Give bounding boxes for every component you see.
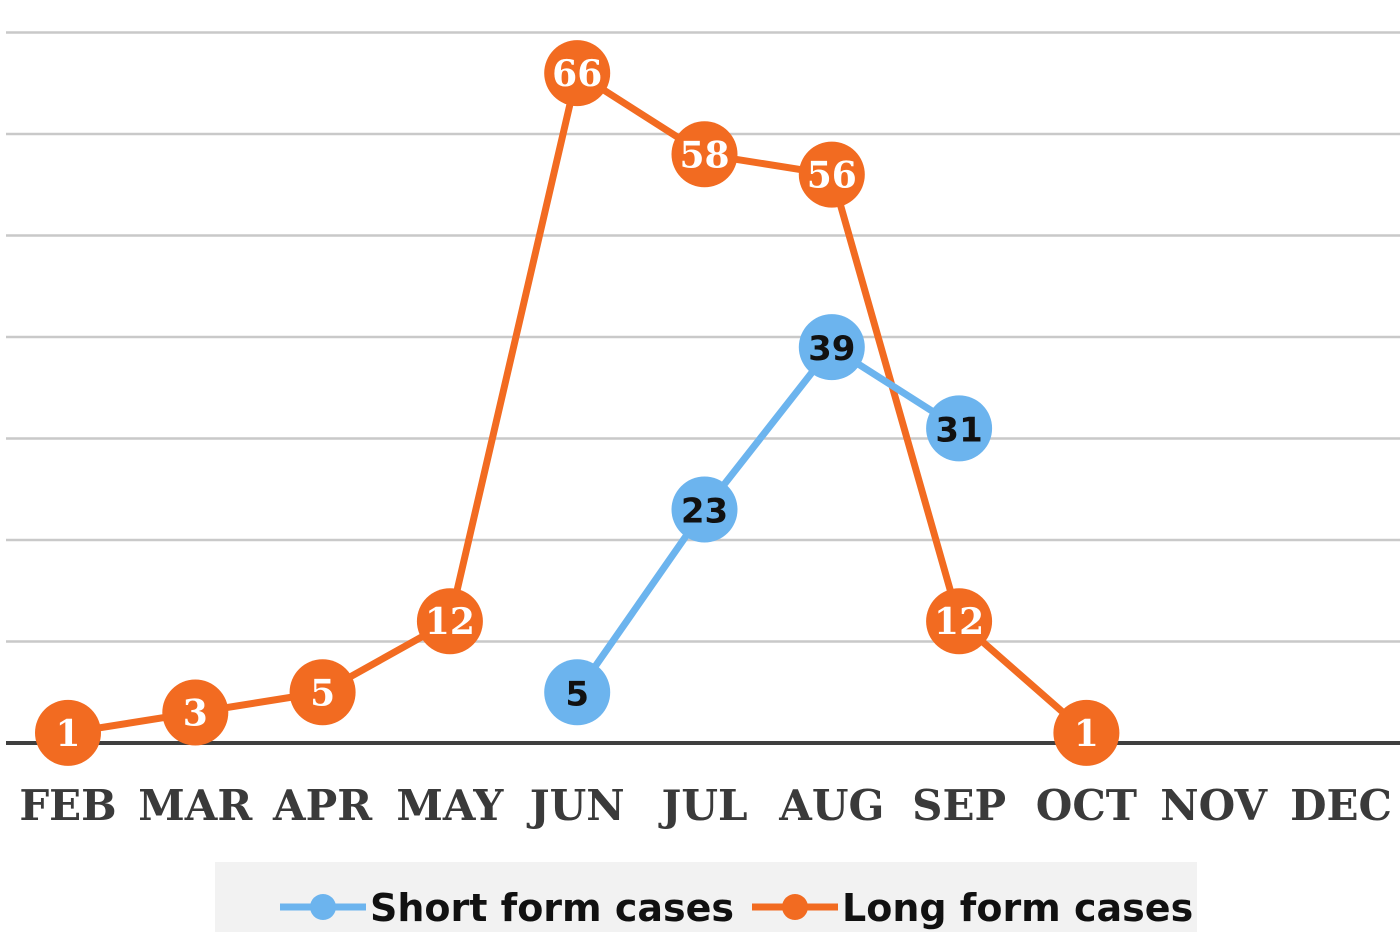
data-marker [162,679,229,746]
data-point: 12 [926,588,993,655]
legend: Short form cases Long form cases [215,862,1197,932]
data-label: 1 [55,713,80,755]
x-tick-label: JUN [526,781,625,830]
data-point: 12 [416,588,483,655]
data-marker [926,588,993,655]
data-point: 66 [544,40,611,107]
legend-label: Long form cases [842,886,1193,930]
data-label: 56 [807,155,857,197]
data-label: 39 [808,329,855,369]
data-point: 5 [544,659,611,726]
data-point: 39 [798,314,865,381]
x-tick-label: DEC [1290,781,1392,830]
data-point: 5 [289,659,356,726]
data-label: 31 [935,410,982,450]
legend-item: Long form cases [752,886,1193,930]
x-tick-label: APR [272,781,373,830]
data-point: 1 [35,699,101,766]
legend-marker-icon [782,894,808,920]
data-marker [544,659,611,726]
data-point: 56 [798,141,865,208]
data-label: 5 [310,672,335,714]
data-marker [798,314,865,381]
x-tick-label: MAR [138,781,253,830]
x-tick-label: NOV [1160,781,1268,830]
data-label: 12 [934,601,984,643]
series-line-segment [573,506,708,696]
data-point: 1 [1053,699,1120,766]
data-label: 66 [552,53,602,95]
x-tick-label: OCT [1036,781,1137,830]
x-tick-label: JUL [657,781,747,830]
series-line-segment [446,69,581,625]
data-marker [671,476,738,543]
data-marker [416,588,483,655]
x-tick-label: MAY [396,781,504,830]
data-marker [544,40,611,107]
data-label: 12 [425,601,475,643]
data-label: 23 [681,492,728,532]
x-tick-label: FEB [19,781,116,830]
data-marker [35,699,101,766]
x-tick-labels: FEB MAR APR MAY JUN JUL AUG SEP OCT NOV DEC [19,781,1392,830]
data-marker [798,141,865,208]
data-label: 3 [183,693,208,735]
x-tick-label: SEP [912,781,1006,830]
legend-item: Short form cases [280,886,734,930]
legend-box [215,862,1197,932]
series-markers: 1 3 5 12 66 58 56 12 1 5 23 39 31 [35,40,1120,766]
data-marker [926,395,993,462]
data-point: 3 [162,679,229,746]
series-line-segment [828,171,963,625]
data-marker [289,659,356,726]
data-label: 1 [1074,713,1099,755]
data-marker [671,121,738,188]
x-tick-label: AUG [778,781,884,830]
legend-marker-icon [310,894,336,920]
series-line-segment [701,343,836,514]
data-point: 31 [926,395,993,462]
data-label: 5 [565,674,589,714]
data-point: 58 [671,121,738,188]
legend-label: Short form cases [370,886,734,930]
data-label: 58 [679,134,729,176]
data-point: 23 [671,476,738,543]
data-marker [1053,699,1120,766]
